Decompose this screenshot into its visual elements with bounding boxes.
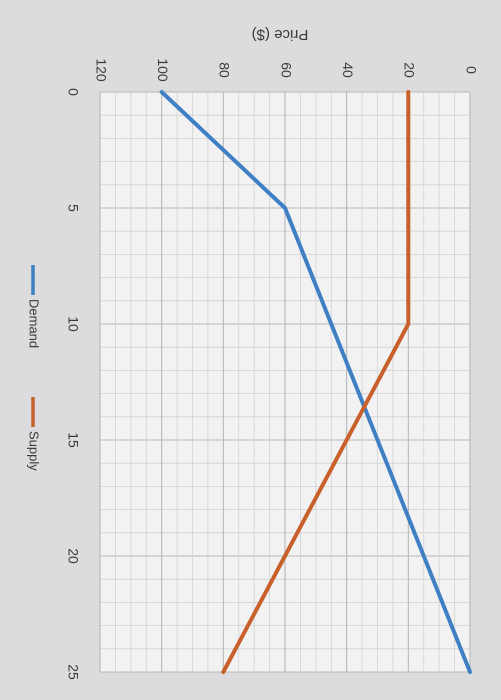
tick-label-price: 40 (340, 62, 356, 78)
tick-label-quantity: 0 (65, 88, 81, 96)
tick-label-price: 20 (402, 62, 418, 78)
tick-label-quantity: 10 (65, 316, 81, 332)
y-axis-label: Price ($) (252, 26, 309, 43)
legend-label-supply: Supply (27, 431, 42, 471)
tick-label-quantity: 5 (65, 204, 81, 212)
series-lines (159, 90, 472, 674)
tick-label-price: 100 (155, 58, 171, 82)
tick-label-quantity: 20 (65, 548, 81, 564)
legend-label-demand: Demand (27, 299, 42, 348)
tick-label-price: 120 (93, 58, 109, 82)
tick-label-price: 60 (278, 62, 294, 78)
tick-labels: 0 20 40 60 80 100 120 0 5 10 15 20 25 (65, 58, 479, 680)
tick-label-price: 80 (217, 62, 233, 78)
series-line-supply (221, 90, 411, 674)
tick-label-price: 0 (463, 66, 479, 74)
series-line-demand (159, 90, 472, 674)
tick-label-quantity: 25 (65, 664, 81, 680)
tick-label-quantity: 15 (65, 432, 81, 448)
legend: Demand Supply (27, 265, 42, 471)
